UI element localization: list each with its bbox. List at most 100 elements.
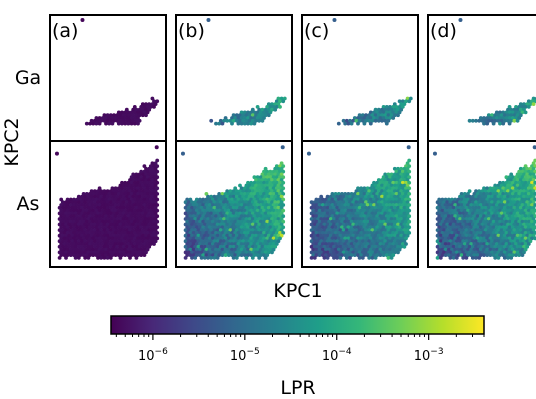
hexbin-point	[375, 214, 380, 219]
hexbin-point	[509, 118, 514, 123]
hexbin-point	[501, 203, 506, 207]
hexbin-point	[381, 116, 386, 120]
hexbin-point	[462, 192, 467, 196]
hexbin-point	[442, 228, 446, 233]
hexbin-point	[367, 256, 372, 260]
hexbin-point	[188, 253, 193, 257]
hexbin-point	[386, 189, 391, 194]
hexbin-point	[522, 205, 526, 210]
hexbin-point	[97, 186, 102, 191]
hexbin-point	[376, 183, 381, 188]
hexbin-point	[386, 244, 391, 249]
hexbin-point	[116, 203, 121, 207]
hexbin-point	[399, 166, 404, 171]
hexbin-point	[102, 113, 107, 118]
hexbin-point	[80, 222, 84, 227]
hexbin-point	[399, 222, 404, 227]
hexbin-point	[478, 247, 483, 252]
hexbin-point	[491, 253, 496, 257]
hexbin-point	[231, 205, 236, 210]
hexbin-point	[274, 169, 279, 174]
hexbin-point	[496, 211, 501, 216]
hexbin-point	[72, 203, 76, 207]
hexbin-point	[96, 205, 100, 210]
hexbin-point	[498, 192, 502, 196]
hexbin-point	[367, 118, 372, 123]
hexbin-point	[241, 189, 246, 194]
hexbin-point	[370, 200, 375, 205]
hexbin-point	[485, 116, 490, 120]
hexbin-point	[502, 200, 507, 205]
hexbin-point	[392, 200, 397, 205]
hexbin-point	[333, 208, 338, 213]
hexbin-point	[126, 225, 131, 230]
hexbin-point	[265, 225, 270, 230]
hexbin-point	[461, 194, 466, 199]
hexbin-point	[234, 194, 239, 199]
hexbin-point	[485, 121, 490, 126]
hexbin-point	[139, 186, 144, 191]
hexbin-point	[488, 214, 493, 219]
hexbin-point	[494, 253, 499, 257]
hexbin-point	[320, 236, 325, 241]
hexbin-point	[399, 172, 404, 177]
hexbin-point	[137, 118, 142, 123]
hexbin-point	[330, 242, 335, 246]
hexbin-point	[462, 236, 467, 241]
hexbin-point	[388, 236, 392, 241]
hexbin-point	[113, 231, 118, 235]
hexbin-point	[102, 211, 107, 216]
hexbin-point	[226, 203, 231, 207]
hexbin-point	[397, 236, 402, 241]
hexbin-point	[252, 231, 257, 235]
hexbin-point	[225, 205, 230, 210]
hexbin-point	[478, 236, 483, 241]
hexbin-point	[325, 200, 330, 205]
hexbin-point	[348, 244, 352, 249]
hexbin-point	[343, 253, 348, 257]
hexbin-point	[501, 214, 506, 219]
outlier-point	[206, 18, 211, 23]
hexbin-point	[320, 225, 325, 230]
hexbin-point	[218, 228, 223, 233]
hexbin-point	[381, 175, 386, 180]
hexbin-point	[121, 189, 126, 194]
hexbin-point	[464, 228, 469, 233]
hexbin-point	[309, 205, 314, 210]
hexbin-point	[238, 211, 242, 216]
hexbin-point	[201, 231, 206, 235]
hexbin-point	[72, 225, 76, 230]
hexbin-point	[241, 222, 246, 227]
hexbin-point	[97, 231, 102, 235]
hexbin-point	[88, 121, 92, 126]
hexbin-point	[279, 172, 284, 177]
hexbin-point	[185, 247, 190, 252]
hexbin-point	[404, 203, 408, 207]
hexbin-point	[493, 183, 498, 188]
hexbin-point	[148, 105, 153, 109]
hexbin-point	[113, 219, 118, 224]
hexbin-point	[255, 208, 260, 213]
hexbin-point	[246, 208, 250, 213]
hexbin-point	[116, 121, 121, 126]
hexbin-point	[132, 116, 137, 120]
hexbin-point	[249, 214, 254, 219]
hexbin-points	[458, 18, 536, 126]
hexbin-point	[204, 208, 209, 213]
hexbin-point	[206, 239, 210, 244]
hexbin-point	[201, 253, 206, 257]
hexbin-point	[107, 242, 112, 246]
hexbin-point	[470, 118, 475, 123]
hexbin-point	[453, 253, 458, 257]
hexbin-point	[510, 253, 515, 257]
hexbin-point	[113, 186, 118, 191]
hexbin-point	[440, 253, 445, 257]
hexbin-point	[123, 214, 128, 219]
hexbin-point	[153, 161, 158, 166]
hexbin-point	[62, 236, 67, 241]
hexbin-point	[359, 231, 364, 235]
hexbin-point	[257, 118, 262, 123]
hexbin-point	[528, 183, 533, 188]
hexbin-point	[279, 96, 284, 101]
hexbin-point	[445, 244, 450, 249]
